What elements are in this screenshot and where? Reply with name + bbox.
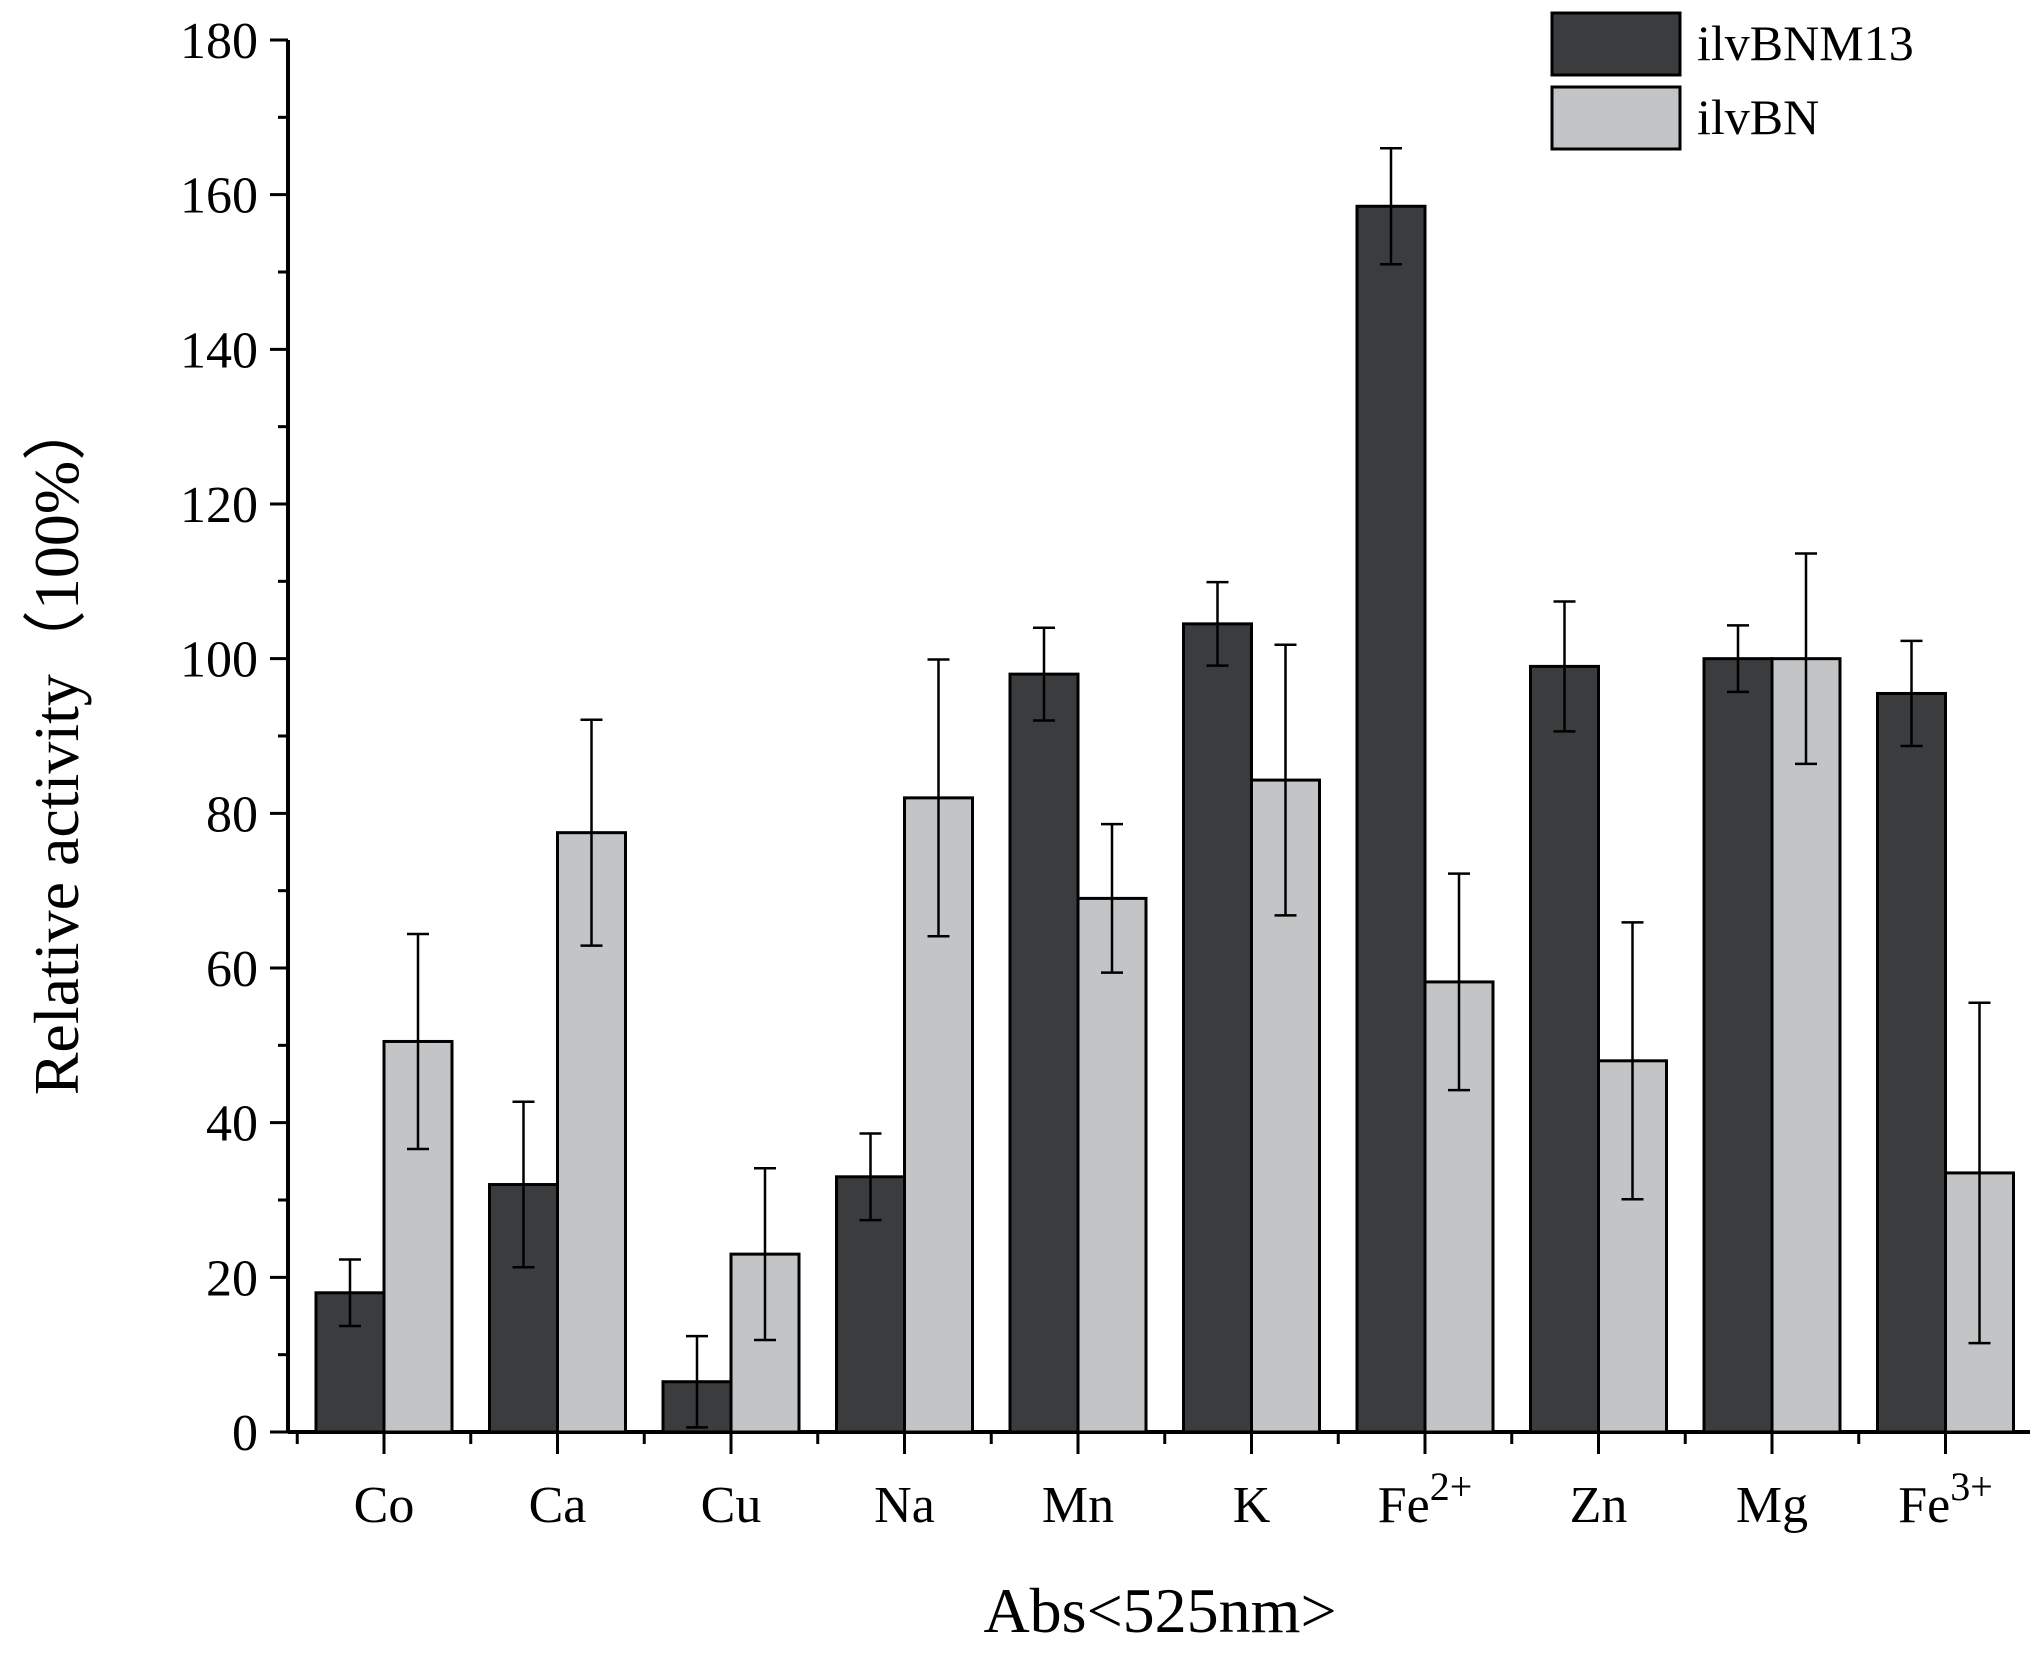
- legend-swatch-ilvbnm13: [1550, 11, 1682, 77]
- x-tick-label: Mg: [1736, 1477, 1808, 1534]
- y-tick-label: 140: [180, 322, 258, 379]
- x-axis-title: Abs<525nm>: [983, 1575, 1336, 1646]
- y-tick-label: 160: [180, 168, 258, 225]
- bar-ilvbnm13-k: [1182, 622, 1253, 1434]
- legend: ilvBNM13 ilvBN: [1550, 11, 1914, 151]
- bar-ilvbn-zn: [1597, 1059, 1668, 1434]
- legend-swatch-ilvbn: [1550, 85, 1682, 151]
- y-axis-title: Relative activity（100%）: [21, 397, 92, 1096]
- x-axis: Co Ca Cu Na Mn K Fe2+ Zn Mg Fe3+: [288, 1430, 2030, 1534]
- legend-label-ilvbnm13: ilvBNM13: [1697, 15, 1914, 71]
- bar-ilvbnm13-fe3plus: [1876, 691, 1947, 1434]
- y-tick-label: 120: [180, 477, 258, 534]
- error-bars: [339, 147, 1991, 1429]
- x-tick-label: Fe3+: [1898, 1464, 1993, 1534]
- x-tick-label: K: [1233, 1477, 1271, 1534]
- bar-ilvbn-mn: [1076, 896, 1148, 1434]
- y-tick-label: 40: [206, 1096, 258, 1153]
- x-tick-label: Ca: [529, 1477, 587, 1534]
- bar-ilvbnm13-zn: [1529, 664, 1600, 1434]
- x-tick-label: Na: [874, 1477, 935, 1534]
- y-axis: 0 20 40 60 80 100 120 140 160 180: [180, 13, 290, 1462]
- y-tick-label: 100: [180, 632, 258, 689]
- bar-ilvbnm13-mn: [1008, 672, 1080, 1434]
- y-tick-label: 180: [180, 13, 258, 70]
- bar-ilvbnm13-fe2plus: [1355, 204, 1427, 1434]
- legend-label-ilvbn: ilvBN: [1697, 89, 1819, 145]
- y-tick-label: 0: [232, 1405, 258, 1462]
- x-tick-label: Mn: [1042, 1477, 1114, 1534]
- y-tick-label: 20: [206, 1250, 258, 1307]
- bar-ilvbn-ca: [556, 831, 627, 1434]
- x-tick-label: Cu: [701, 1477, 762, 1534]
- bars: [314, 204, 2015, 1434]
- bar-ilvbn-mg: [1770, 657, 1842, 1434]
- x-tick-label: Zn: [1570, 1477, 1628, 1534]
- x-tick-label: Co: [354, 1477, 415, 1534]
- y-tick-label: 80: [206, 786, 258, 843]
- x-tick-label: Fe2+: [1378, 1464, 1473, 1534]
- y-tick-label: 60: [206, 941, 258, 998]
- bar-ilvbnm13-mg: [1702, 657, 1774, 1434]
